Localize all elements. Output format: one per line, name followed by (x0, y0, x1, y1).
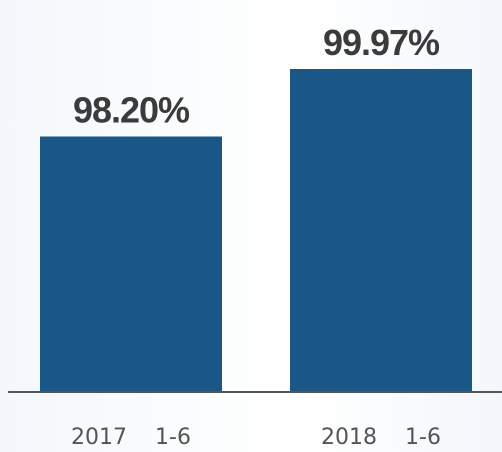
x-tick-label-0: 2017 1-6 (71, 425, 191, 450)
bar-1 (290, 69, 472, 392)
value-label-1: 99.97% (323, 22, 440, 63)
x-tick-label-1: 2018 1-6 (321, 425, 441, 450)
value-label-0: 98.20% (73, 89, 190, 130)
bars-group (40, 69, 472, 392)
bar-0 (40, 136, 222, 392)
value-labels-group: 98.20% 99.97% (73, 22, 441, 130)
x-tick-labels-group: 2017 1-6 2018 1-6 (71, 425, 441, 450)
